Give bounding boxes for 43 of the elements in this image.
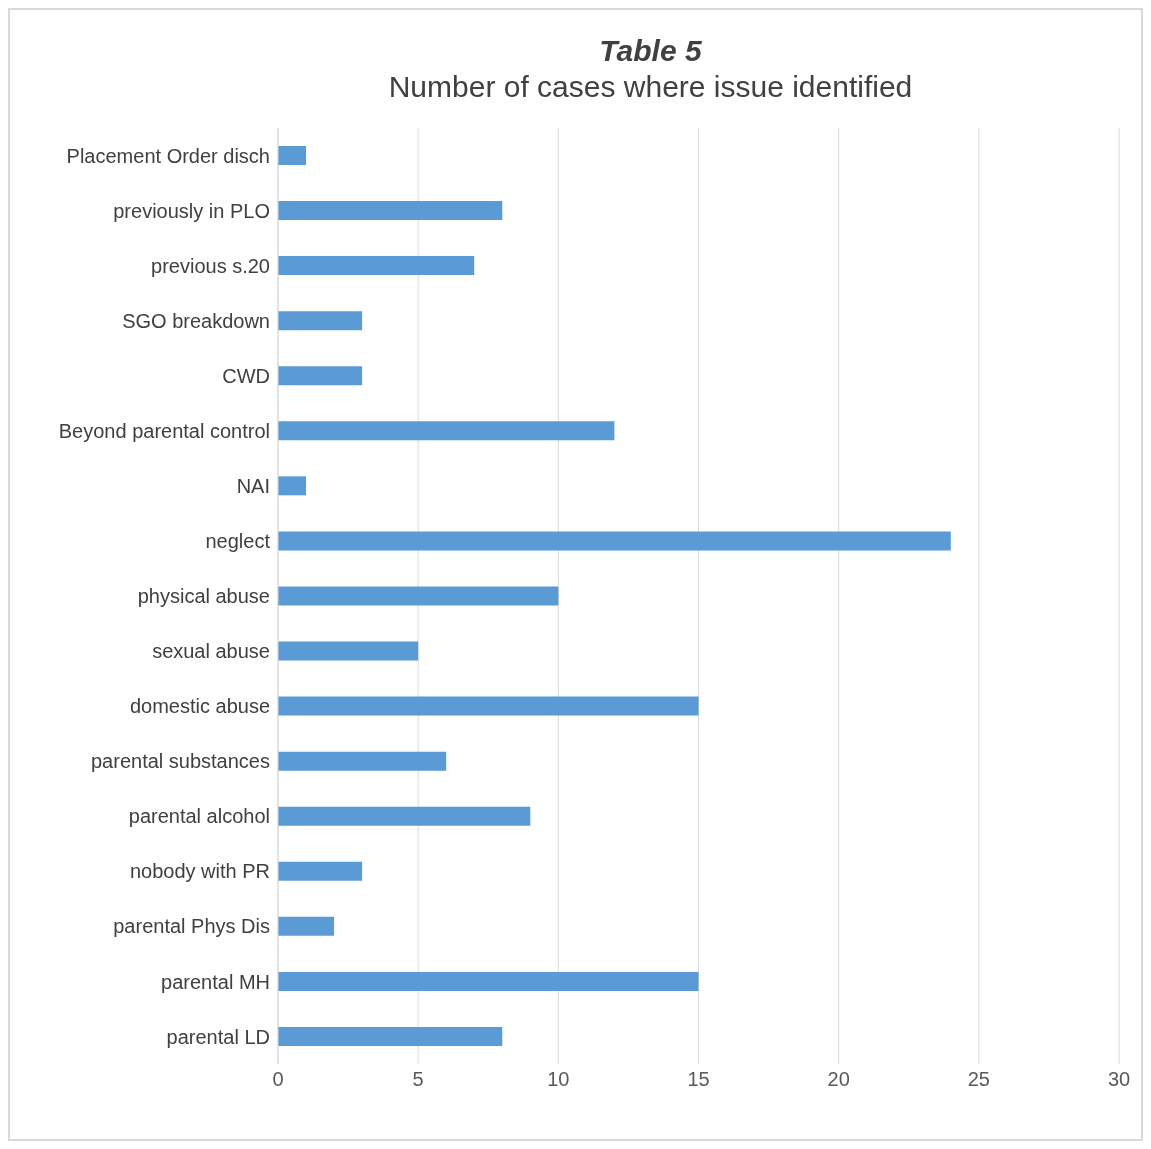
y-tick-label: parental MH	[161, 970, 270, 993]
x-tick-label: 25	[967, 1068, 990, 1091]
x-tick-label: 10	[547, 1068, 570, 1091]
y-tick-label: neglect	[205, 530, 271, 553]
bar	[278, 201, 503, 221]
y-tick-label: parental Phys Dis	[113, 915, 270, 938]
x-tick-label: 30	[1107, 1068, 1131, 1091]
bar	[278, 916, 335, 936]
y-tick-label: parental alcohol	[128, 805, 270, 828]
y-tick-label: NAI	[236, 474, 270, 497]
bar	[278, 366, 363, 386]
x-tick-label: 20	[827, 1068, 850, 1091]
y-tick-label: physical abuse	[137, 585, 270, 608]
y-tick-label: parental substances	[90, 750, 270, 773]
bar	[278, 861, 363, 881]
bar	[278, 311, 363, 331]
y-tick-label: domestic abuse	[129, 695, 270, 718]
bar	[278, 586, 559, 606]
y-tick-label: parental LD	[166, 1025, 270, 1048]
y-tick-label: Beyond parental control	[58, 419, 270, 442]
y-tick-label: sexual abuse	[152, 640, 270, 663]
bar	[278, 751, 447, 771]
bar	[278, 256, 475, 276]
bar	[278, 1026, 503, 1046]
chart-title: Table 5	[598, 34, 703, 68]
x-tick-label: 15	[687, 1068, 710, 1091]
bar	[278, 971, 699, 991]
bar	[278, 531, 951, 551]
y-tick-label: CWD	[222, 364, 270, 387]
y-tick-label: SGO breakdown	[122, 309, 270, 332]
bar	[278, 696, 699, 716]
bar	[278, 146, 307, 165]
y-tick-label: previously in PLO	[113, 199, 270, 222]
chart-subtitle: Number of cases where issue identified	[387, 70, 914, 104]
x-tick-label: 5	[412, 1068, 424, 1091]
bar	[278, 476, 307, 496]
bar	[278, 641, 419, 661]
y-tick-label: nobody with PR	[129, 860, 270, 883]
y-tick-label: previous s.20	[151, 254, 270, 277]
y-tick-label: Placement Order disch	[66, 144, 270, 167]
bar	[278, 421, 615, 441]
x-tick-label: 0	[272, 1068, 284, 1091]
bar	[278, 806, 531, 826]
